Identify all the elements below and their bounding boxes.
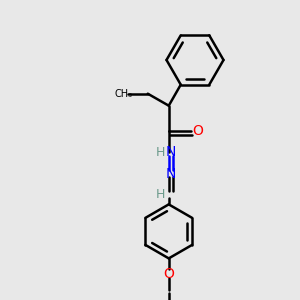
Text: O: O	[192, 124, 203, 138]
Text: N: N	[166, 167, 176, 181]
Text: H: H	[156, 146, 165, 159]
Text: H: H	[156, 188, 165, 201]
Text: O: O	[163, 267, 174, 281]
Text: N: N	[166, 145, 176, 159]
Text: CH₃: CH₃	[115, 89, 133, 99]
